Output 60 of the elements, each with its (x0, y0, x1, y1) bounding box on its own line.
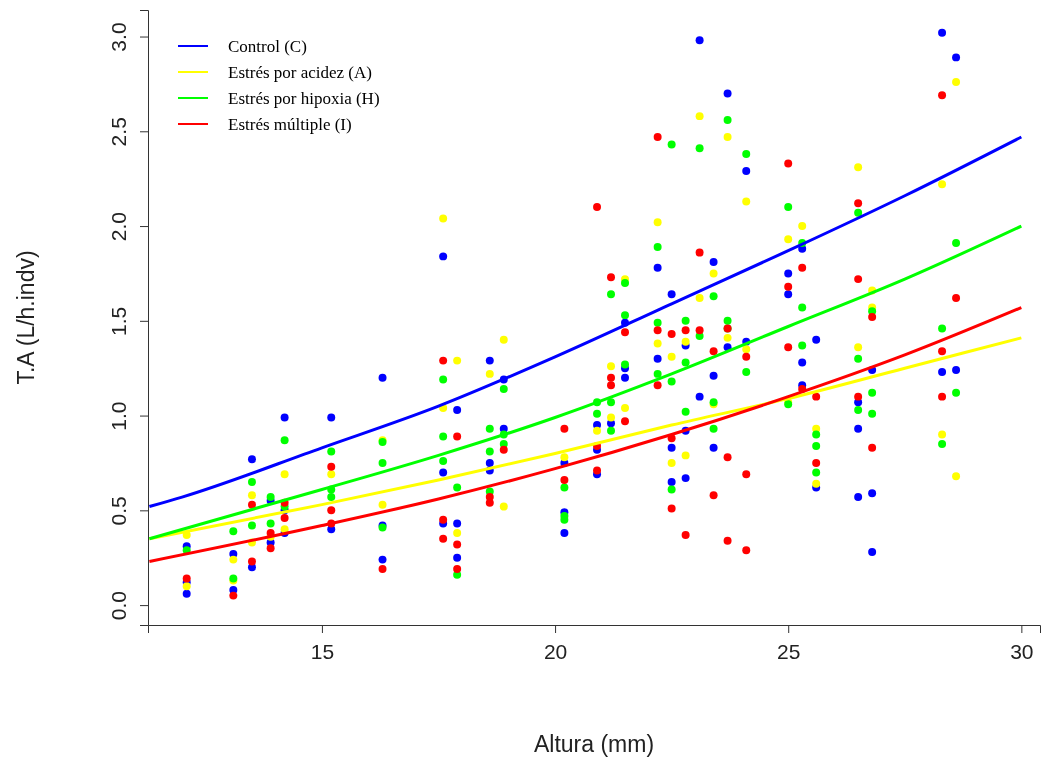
point (952, 472, 961, 481)
point (798, 222, 807, 231)
y-tick-label: 3.0 (107, 22, 130, 52)
point (812, 479, 821, 488)
legend-label: Estrés múltiple (I) (228, 115, 352, 134)
point (499, 335, 508, 344)
legend-label: Control (C) (228, 37, 307, 56)
point (667, 458, 676, 467)
point (378, 500, 387, 509)
x-axis-title: Altura (mm) (533, 731, 655, 757)
point (938, 430, 947, 439)
point (653, 339, 662, 348)
x-tick-label: 30 (1010, 640, 1034, 664)
point (229, 555, 238, 564)
point (742, 197, 751, 206)
point (182, 582, 191, 591)
point (681, 337, 690, 346)
x-tick-label: 25 (777, 640, 801, 664)
point (784, 235, 793, 244)
point (742, 345, 751, 354)
y-tick-label: 1.5 (107, 306, 130, 336)
point (453, 356, 462, 365)
point (439, 214, 448, 223)
point (607, 413, 616, 422)
point (453, 529, 462, 538)
y-tick-label: 2.5 (107, 117, 130, 147)
point (854, 163, 863, 172)
point (621, 404, 629, 412)
y-axis-title: T.A (L/h.indv) (13, 250, 39, 385)
point (280, 525, 289, 534)
point (723, 133, 732, 141)
point (499, 502, 508, 511)
point (667, 352, 676, 361)
y-tick-label: 0.0 (107, 591, 130, 621)
line-series (147, 224, 1023, 541)
point (709, 269, 718, 278)
legend-label: Estrés por acidez (A) (228, 63, 372, 82)
line-series (147, 135, 1023, 509)
point (681, 451, 690, 460)
point (607, 362, 616, 371)
point (560, 453, 569, 462)
point (938, 180, 947, 189)
legend-label: Estrés por hipoxia (H) (228, 89, 380, 108)
point (952, 78, 961, 86)
y-tick-label: 1.0 (107, 401, 130, 431)
point (695, 294, 704, 303)
x-tick-label: 15 (310, 640, 335, 664)
y-tick-label: 0.5 (107, 496, 130, 526)
point (327, 470, 336, 479)
line-series (147, 306, 1023, 564)
point (280, 470, 289, 479)
point (723, 333, 732, 342)
point (854, 343, 863, 352)
y-tick-label: 2.0 (107, 211, 130, 242)
x-tick-label: 20 (543, 640, 568, 664)
point (593, 426, 602, 435)
point (247, 491, 256, 500)
point (485, 369, 494, 378)
point (695, 112, 704, 121)
point (653, 218, 662, 227)
